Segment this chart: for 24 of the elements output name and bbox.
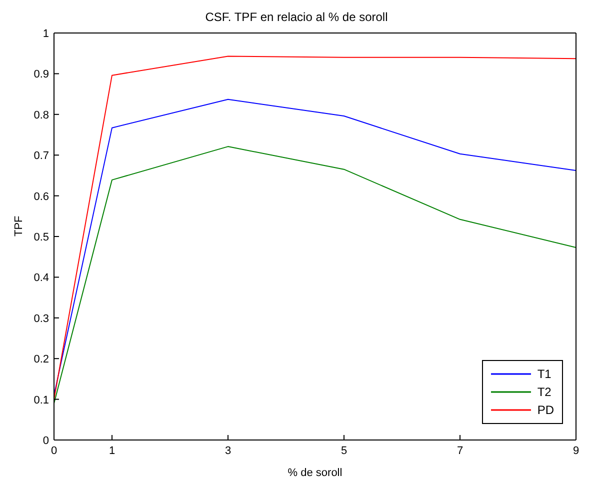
legend-label: PD bbox=[537, 403, 554, 417]
y-tick-label: 0.9 bbox=[34, 68, 49, 81]
x-tick-label: 3 bbox=[224, 445, 232, 457]
x-tick-label: 9 bbox=[572, 445, 580, 457]
legend-label: T2 bbox=[537, 385, 552, 399]
x-axis-title: % de soroll bbox=[288, 467, 342, 479]
x-tick-label: 0 bbox=[50, 445, 58, 457]
line-series bbox=[54, 146, 576, 404]
y-tick-label: 0 bbox=[42, 435, 49, 447]
x-tick-label: 5 bbox=[340, 445, 348, 457]
legend-label: T1 bbox=[537, 367, 552, 381]
x-tick-label: 7 bbox=[456, 445, 464, 457]
y-tick-label: 0.6 bbox=[34, 190, 49, 203]
y-tick-label: 1 bbox=[42, 28, 49, 40]
y-tick-label: 0.4 bbox=[34, 272, 49, 284]
y-tick-label: 0.8 bbox=[34, 109, 49, 122]
y-tick-label: 0.1 bbox=[34, 394, 49, 406]
chart-title: CSF. TPF en relacio al % de soroll bbox=[204, 10, 389, 24]
y-tick-label: 0.5 bbox=[34, 232, 49, 244]
y-tick-label: 0.3 bbox=[34, 312, 49, 325]
y-tick-label: 0.7 bbox=[34, 150, 49, 162]
x-tick-label: 1 bbox=[108, 445, 116, 457]
y-tick-label: 0.2 bbox=[34, 354, 49, 366]
y-axis-title: TPF bbox=[12, 215, 25, 236]
